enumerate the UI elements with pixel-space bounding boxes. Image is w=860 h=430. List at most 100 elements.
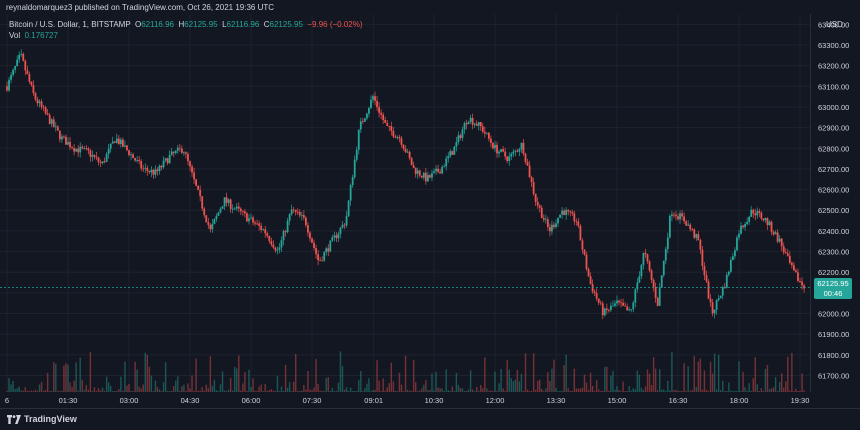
volume-bar — [728, 382, 730, 392]
volume-bar — [372, 389, 374, 392]
volume-bar — [595, 380, 598, 392]
candle-body — [248, 218, 250, 222]
volume-bar — [656, 390, 659, 392]
volume-bar — [488, 390, 490, 392]
candle-body — [719, 295, 722, 299]
volume-bar — [34, 389, 37, 392]
candle-body — [675, 214, 677, 217]
candle-body — [321, 260, 324, 262]
candle-body — [593, 291, 596, 294]
candle-body — [740, 225, 742, 234]
currency-label[interactable]: USD — [826, 20, 843, 29]
candle-body — [412, 165, 415, 168]
candle-body — [565, 210, 568, 215]
volume-bar — [486, 388, 488, 392]
tradingview-logo-icon[interactable] — [7, 415, 21, 424]
candle-body — [583, 249, 586, 255]
volume-bar — [783, 387, 785, 392]
volume-bar — [545, 388, 547, 392]
volume-bar — [274, 390, 277, 392]
volume-bar — [785, 381, 787, 392]
candle-body — [668, 216, 671, 238]
volume-bar — [803, 390, 805, 392]
price-axis[interactable] — [810, 14, 860, 392]
volume-bar — [284, 364, 287, 392]
candle-body — [601, 303, 604, 316]
candle-body — [662, 260, 665, 276]
candle-body — [134, 158, 136, 161]
candle-body — [372, 96, 374, 100]
candle-body — [494, 144, 496, 149]
volume-bar — [388, 383, 390, 392]
volume-bar — [374, 389, 376, 392]
volume-bar — [598, 389, 600, 392]
candle-body — [394, 136, 397, 138]
candle-body — [256, 223, 258, 225]
candle-body — [150, 169, 153, 173]
candle-body — [585, 254, 588, 269]
volume-bar — [166, 391, 169, 392]
candle-body — [382, 114, 385, 121]
candle-body — [343, 224, 346, 226]
candle-body — [400, 138, 403, 145]
candle-body — [673, 214, 675, 216]
volume-bar — [69, 382, 71, 392]
candle-body — [83, 147, 86, 149]
volume-bar — [547, 372, 549, 392]
candle-body — [286, 220, 289, 233]
volume-bar — [132, 391, 134, 392]
volume-bar — [144, 352, 146, 392]
volume-bar — [492, 390, 494, 392]
candle-body — [28, 74, 31, 82]
candle-body — [799, 280, 801, 282]
candle-body — [199, 189, 202, 197]
candle-body — [457, 135, 460, 143]
candle-body — [437, 168, 439, 172]
candle-body — [776, 232, 779, 242]
symbol-legend[interactable]: Bitcoin / U.S. Dollar, 1, BITSTAMP O6211… — [9, 20, 363, 29]
volume-legend[interactable]: Vol 0.176727 — [9, 31, 58, 40]
candle-body — [101, 161, 104, 164]
volume-bar — [309, 389, 311, 392]
countdown-value: 00:46 — [823, 288, 843, 298]
volume-bar — [177, 376, 179, 392]
candle-body — [345, 216, 348, 226]
candle-body — [132, 154, 134, 159]
tradingview-brand[interactable]: TradingView — [24, 414, 77, 424]
volume-bar — [648, 373, 651, 392]
volume-bar — [770, 388, 773, 392]
candle-body — [239, 208, 242, 212]
candle-body — [44, 107, 47, 114]
volume-bar — [290, 390, 293, 392]
candle-body — [176, 147, 179, 151]
candle-body — [235, 206, 238, 209]
volume-bar — [299, 391, 301, 392]
volume-bar — [404, 355, 407, 392]
candle-body — [24, 60, 27, 71]
volume-bar — [378, 380, 380, 392]
volume-bar — [99, 390, 102, 392]
volume-bar — [114, 391, 116, 392]
candle-body — [553, 224, 555, 227]
volume-bar — [431, 373, 433, 392]
candle-body — [276, 249, 279, 251]
volume-bar — [366, 383, 368, 392]
volume-bar — [551, 368, 553, 392]
candle-body — [335, 235, 338, 239]
volume-bar — [268, 390, 270, 392]
volume-bar — [650, 384, 653, 392]
candle-body — [315, 247, 317, 255]
candle-body — [471, 117, 474, 125]
candle-body — [429, 175, 431, 178]
candle-body — [288, 214, 291, 221]
volume-bar — [709, 361, 712, 392]
candle-body — [311, 238, 313, 243]
candle-body — [770, 221, 773, 232]
volume-bar — [534, 389, 537, 392]
candle-body — [508, 156, 511, 161]
candle-body — [274, 247, 277, 251]
volume-bar — [604, 366, 606, 392]
volume-bar — [79, 357, 81, 392]
volume-bar — [124, 361, 126, 392]
